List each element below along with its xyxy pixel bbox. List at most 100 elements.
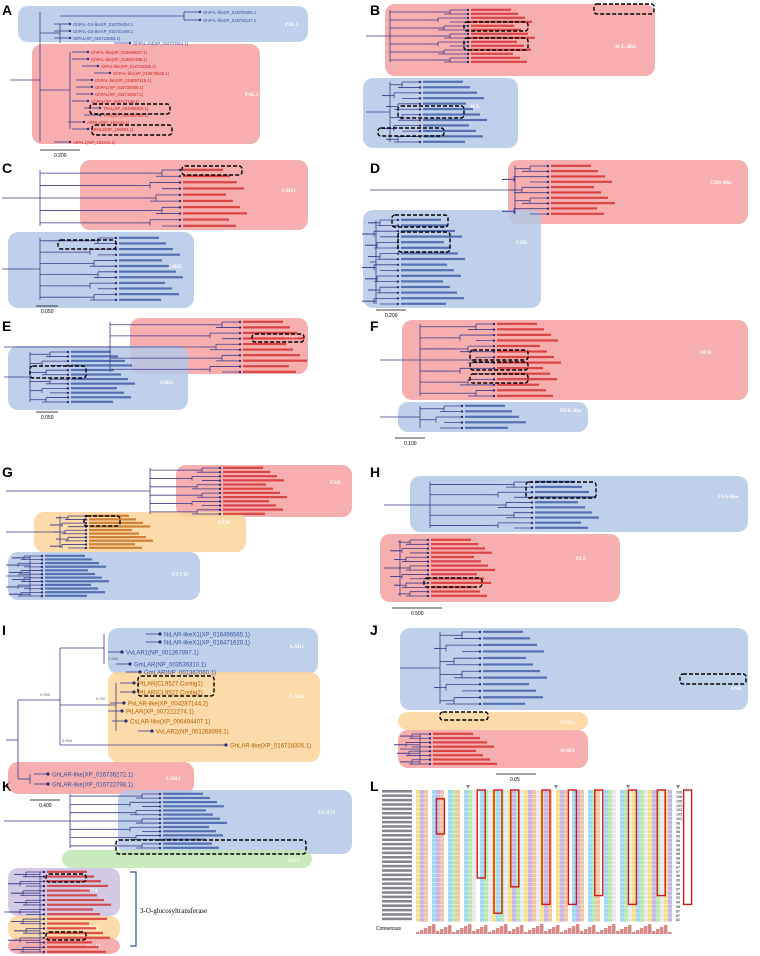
alignment-cell (600, 908, 604, 913)
tree-i-leaf-label: PtLAR(XP_007222274.1) (126, 710, 194, 716)
alignment-cell (664, 794, 668, 799)
alignment-cell (560, 834, 564, 838)
tree-g-leaf-dot (218, 500, 222, 503)
alignment-cell (440, 838, 444, 843)
alignment-cell (468, 851, 472, 856)
tree-k-leaf-label (163, 817, 220, 820)
alignment-cell (656, 816, 660, 821)
alignment-cell (596, 882, 600, 887)
alignment-cell (580, 794, 584, 799)
alignment-cell (468, 812, 472, 816)
alignment-cell (620, 790, 624, 794)
tree-g-leaf-dot (218, 496, 222, 499)
tree-f2-leaf-dot (460, 415, 464, 419)
tree-h-leaf-label (535, 521, 581, 524)
tree-h2-leaf-label (431, 594, 487, 597)
alignment-row-number: 92 (676, 896, 680, 900)
alignment-cell (476, 847, 480, 852)
alignment-cell (652, 904, 656, 909)
alignment-cell (516, 913, 520, 918)
alignment-cell (476, 829, 480, 834)
tree-j-leaf-label (483, 637, 530, 640)
alignment-cell (488, 913, 492, 918)
alignment-cell (620, 895, 624, 900)
tree-j-leaf-label (483, 696, 543, 699)
alignment-cell (560, 798, 564, 803)
alignment-cell (436, 886, 440, 891)
tree-g3-leaf-label (45, 554, 85, 557)
alignment-cell (572, 908, 576, 913)
highlight-box-f3 (469, 373, 529, 384)
alignment-cell (624, 834, 628, 838)
tree-c2-leaf-dot (114, 298, 118, 302)
tree-c-leaf-label (183, 187, 244, 190)
alignment-cell (616, 798, 620, 803)
alignment-cell (624, 900, 628, 904)
alignment-cell (588, 891, 592, 896)
alignment-cell (560, 825, 564, 830)
alignment-cell (416, 834, 420, 838)
tree-j-leaf-label (483, 669, 540, 673)
alignment-cell (448, 904, 452, 909)
alignment-cell (468, 904, 472, 909)
alignment-cell (544, 878, 548, 882)
alignment-cell (424, 812, 428, 816)
tree-k2-leaf-label (47, 898, 104, 902)
alignment-cell (604, 891, 608, 896)
alignment-cell (480, 856, 484, 860)
group-label-fls: FLS (576, 556, 586, 562)
alignment-cell (596, 816, 600, 821)
alignment-cell (600, 856, 604, 860)
tree-e2-leaf-dot (66, 400, 70, 404)
alignment-cell (600, 834, 604, 838)
tree-b2-leaf-label (423, 118, 487, 122)
alignment-cell (628, 825, 632, 830)
alignment-cell (648, 895, 652, 900)
alignment-cell (640, 873, 644, 878)
tree-j-leaf-label (483, 630, 523, 633)
alignment-row-number: 95 (676, 874, 680, 878)
alignment-cell (488, 904, 492, 909)
alignment-cell (604, 803, 608, 808)
tree-j-leaf-dot (478, 637, 482, 640)
alignment-cell (416, 829, 420, 834)
alignment-cell (644, 856, 648, 860)
alignment-cell (572, 900, 576, 904)
alignment-cell (484, 798, 488, 803)
alignment-cell (516, 790, 520, 794)
alignment-cell (496, 825, 500, 830)
alignment-cell (572, 891, 576, 896)
tree-e-leaf-label (243, 359, 307, 362)
alignment-cell (572, 842, 576, 847)
tree-b-leaf-dot (466, 40, 470, 44)
alignment-cell (428, 842, 432, 847)
alignment-cell (420, 882, 424, 887)
group-label-4cl-like: 4CL-like (615, 44, 636, 50)
alignment-cell (656, 807, 660, 812)
alignment-cell (616, 842, 620, 847)
alignment-cell (584, 869, 588, 874)
alignment-cell (596, 851, 600, 856)
tree-c2-leaf-label (119, 242, 166, 245)
alignment-cell (428, 913, 432, 918)
tree-h2-leaf-dot (426, 581, 430, 585)
scale-e-text: 0.050 (41, 415, 54, 421)
alignment-cell (588, 838, 592, 843)
tree-h-leaf-label (535, 496, 596, 499)
tree-g2-leaf-label (89, 518, 136, 521)
alignment-cell (600, 913, 604, 918)
alignment-cell (488, 807, 492, 812)
tree-d-leaf-label (551, 180, 612, 183)
alignment-cell (520, 886, 524, 891)
alignment-cell (636, 803, 640, 808)
conservation-bar (580, 931, 584, 934)
alignment-cell (572, 864, 576, 869)
alignment-cell (660, 794, 664, 799)
tree-i-leaf-dot (46, 782, 50, 786)
tree-h2-leaf-label (431, 547, 485, 550)
alignment-cell (528, 882, 532, 887)
alignment-cell (464, 847, 468, 852)
alignment-cell (604, 842, 608, 847)
alignment-cell (656, 891, 660, 896)
alignment-cell (616, 882, 620, 887)
